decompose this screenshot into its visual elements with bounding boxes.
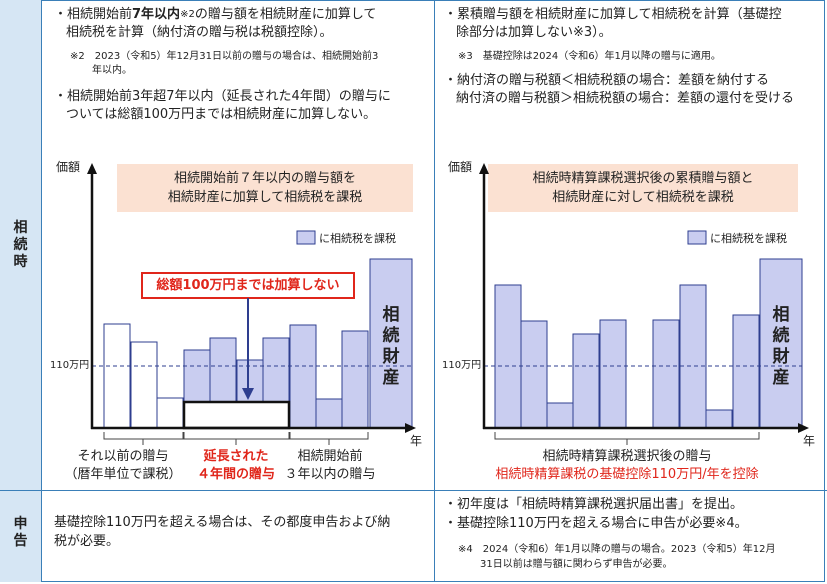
right-y-arrow-icon — [479, 163, 489, 174]
right-legend-label: に相続税を課税 — [710, 232, 787, 245]
left-bullet-2-line2: ついては総額100万円までは相続財産に加算しない。 — [66, 107, 377, 122]
right-bullet-1: ・累積贈与額を相続財産に加算して相続税を計算（基礎控 — [444, 7, 782, 22]
right-explanation-box — [488, 164, 798, 212]
row-header-shinkoku-label: 申 告 — [13, 516, 28, 549]
bar — [652, 319, 680, 429]
row-header-shinkoku: 申 告 — [0, 490, 42, 582]
right-note-4-line1: ※4 2024（令和6）年1月以降の贈与の場合。2023（令和5）年12月 — [458, 544, 776, 555]
bar — [341, 330, 369, 429]
right-bullet-2: ・納付済の贈与税額＜相続税額の場合：差額を納付する — [444, 73, 770, 88]
right-shinkoku-line2: ・基礎控除110万円を超える場合に申告が必要※4。 — [444, 516, 748, 531]
callout-box — [141, 272, 355, 299]
right-shinkoku-line1: ・初年度は「相続時精算課税選択届出書」を提出。 — [444, 497, 744, 512]
left-explanation-box — [117, 164, 413, 212]
left-note-2b: 年以内。 — [92, 65, 132, 76]
bar — [520, 320, 548, 429]
right-note-3: ※3 基礎控除は2024（令和6）年1月以降の贈与に適用。 — [458, 51, 721, 62]
left-bullet-1-line2: 相続税を計算（納付済の贈与税は税額控除）。 — [66, 25, 333, 40]
bar — [679, 284, 707, 429]
right-box-line2: 相続財産に対して相続税を課税 — [552, 190, 734, 205]
left-group2-line2: ４年間の贈与 — [196, 467, 275, 482]
right-axis-x-label: 年 — [803, 434, 816, 448]
right-box-line1: 相続時精算課税選択後の累積贈与額と — [532, 171, 754, 186]
row-header-souzokuji-label: 相 続 時 — [13, 220, 28, 270]
left-note-2: ※2 2023（令和5）年12月31日以前の贈与の場合は、相続開始前3 — [70, 51, 379, 62]
row-header-souzokuji: 相 続 時 — [0, 0, 42, 490]
left-group1-line2: （暦年単位で課税） — [64, 467, 182, 482]
left-axis-x-label: 年 — [410, 434, 423, 448]
left-legend-label: に相続税を課税 — [319, 232, 396, 245]
right-caption-1: 相続時精算課税選択後の贈与 — [542, 449, 712, 464]
left-legend-swatch — [296, 230, 316, 245]
right-taxed-bars — [494, 258, 803, 429]
bar — [156, 397, 184, 429]
right-bullet-1-line2: 除部分は加算しない※3）。 — [456, 25, 612, 40]
brace-recent — [289, 432, 369, 445]
left-bullet-2: ・相続開始前3年超7年以内（延長された4年間）の贈与に — [54, 89, 391, 104]
right-axis-y-label: 価額 — [448, 160, 473, 174]
right-note-4-line2: 31日以前は贈与額に関わらず申告が必要。 — [480, 559, 673, 570]
bar — [130, 341, 158, 429]
left-group1-line1: それ以前の贈与 — [77, 449, 169, 464]
callout-label: 総額100万円までは加算しない — [156, 278, 340, 293]
left-group3-line2: ３年以内の贈与 — [284, 467, 376, 482]
right-estate-label: 相 続 財 産 — [772, 305, 790, 388]
left-group3-line1: 相続開始前 — [297, 449, 363, 464]
left-y-arrow-icon — [87, 163, 97, 174]
right-x-arrow-icon — [798, 423, 809, 433]
bar — [103, 323, 131, 429]
estate-bar — [759, 258, 803, 429]
right-caption-2: 相続時精算課税の基礎控除110万円/年を控除 — [495, 467, 759, 482]
left-shinkoku-line1: 基礎控除110万円を超える場合は、その都度申告および納 — [54, 515, 391, 530]
right-bullet-2-line2: 納付済の贈与税額＞相続税額の場合：差額の還付を受ける — [456, 91, 795, 106]
brace-earlier — [103, 432, 184, 445]
bar — [546, 402, 574, 429]
bar — [494, 284, 522, 429]
brace-extended — [183, 432, 290, 445]
right-legend-swatch — [687, 230, 707, 245]
left-x-arrow-icon — [405, 423, 416, 433]
excluded-amount-box — [182, 400, 291, 430]
left-axis-y-label: 価額 — [56, 160, 81, 174]
left-box-line2: 相続財産に加算して相続税を課税 — [167, 190, 363, 205]
bar — [599, 319, 627, 429]
bar — [572, 333, 600, 429]
left-ref-label: 110万円 — [50, 360, 90, 371]
bar — [732, 314, 760, 429]
column-divider — [434, 0, 435, 582]
left-box-line1: 相続開始前７年以内の贈与額を — [173, 171, 356, 186]
bar — [705, 409, 733, 429]
brace-right — [494, 432, 760, 445]
callout-arrow-icon — [242, 388, 254, 400]
left-group2-line1: 延長された — [203, 449, 269, 464]
left-bullet-1: ・相続開始前7年以内※2の贈与額を相続財産に加算して — [54, 7, 377, 22]
right-ref-label: 110万円 — [442, 360, 482, 371]
left-shinkoku-line2: 税が必要。 — [54, 534, 120, 549]
bar — [315, 398, 343, 429]
bar — [289, 324, 317, 429]
left-estate-label: 相 続 財 産 — [382, 305, 400, 388]
row-divider — [0, 490, 827, 491]
left-untaxed-bars — [103, 323, 184, 429]
estate-bar — [369, 258, 413, 429]
